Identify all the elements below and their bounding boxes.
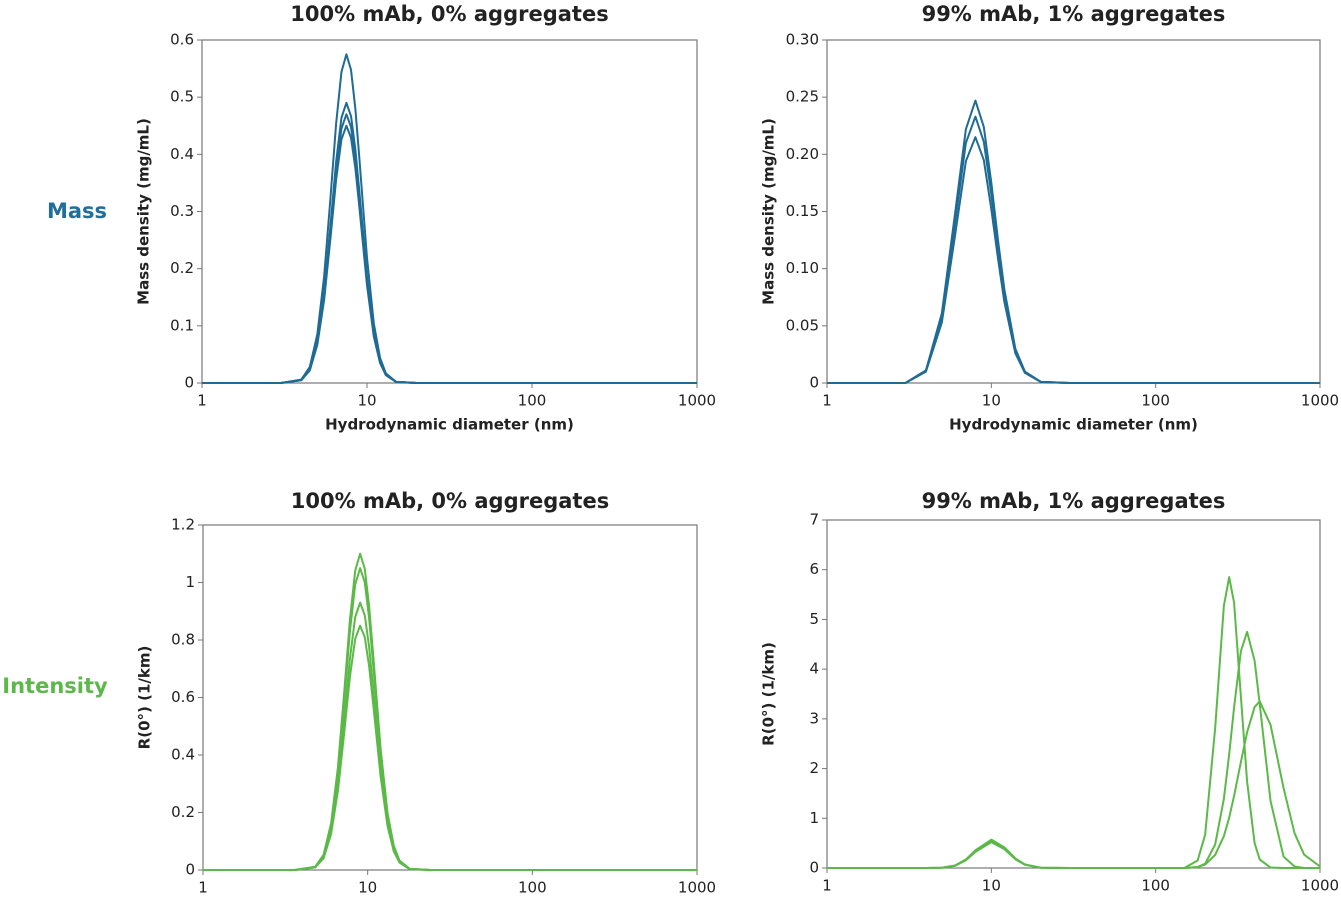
series-line (202, 53, 697, 384)
row-label: Mass (47, 199, 107, 223)
chart-title: 100% mAb, 0% aggregates (291, 489, 609, 513)
y-axis-label: Mass density (mg/mL) (135, 118, 153, 305)
series-line (202, 124, 697, 384)
plot-frame (826, 519, 1321, 869)
x-tick-label: 1 (822, 877, 832, 895)
y-axis-label: R(0°) (1/km) (760, 642, 778, 746)
x-tick-label: 1 (822, 392, 832, 410)
series-line (203, 601, 697, 871)
y-tick-label: 6 (809, 560, 819, 578)
y-tick-label: 1 (185, 573, 195, 591)
y-tick-label: 0.15 (786, 202, 819, 220)
series-line (827, 630, 1320, 869)
series-line (827, 136, 1320, 384)
chart-title: 99% mAb, 1% aggregates (922, 2, 1226, 26)
x-tick-label: 100 (1141, 877, 1170, 895)
row-label: Intensity (2, 674, 108, 698)
x-tick-label: 1000 (678, 879, 716, 897)
y-tick-label: 7 (809, 511, 819, 529)
series-line (202, 101, 697, 384)
x-axis-label: Hydrodynamic diameter (nm) (949, 416, 1198, 434)
x-axis-label: Hydrodynamic diameter (nm) (325, 416, 574, 434)
x-tick-label: 100 (518, 392, 547, 410)
x-tick-label: 1 (198, 879, 208, 897)
series-line (827, 576, 1320, 869)
y-tick-label: 0 (809, 374, 819, 392)
y-tick-label: 0.3 (170, 202, 194, 220)
x-tick-label: 100 (1141, 392, 1170, 410)
x-tick-label: 1000 (678, 392, 716, 410)
y-tick-label: 0 (184, 374, 194, 392)
y-tick-label: 0 (185, 861, 195, 879)
series-line (202, 113, 697, 384)
series-line (827, 115, 1320, 384)
x-tick-label: 1000 (1301, 392, 1339, 410)
y-tick-label: 0.1 (170, 316, 194, 334)
series-line (827, 99, 1320, 384)
x-tick-label: 10 (982, 877, 1001, 895)
series-line (203, 567, 697, 871)
series-line (203, 552, 697, 871)
y-tick-label: 1.2 (171, 516, 195, 534)
y-tick-label: 0.25 (786, 88, 819, 106)
x-tick-label: 1000 (1301, 877, 1339, 895)
y-tick-label: 4 (809, 660, 819, 678)
y-tick-label: 0.8 (171, 631, 195, 649)
x-tick-label: 10 (358, 879, 377, 897)
series-line (203, 624, 697, 871)
x-tick-label: 1 (197, 392, 207, 410)
y-tick-label: 0.4 (170, 145, 194, 163)
y-tick-label: 0.20 (786, 145, 819, 163)
y-tick-label: 2 (809, 759, 819, 777)
y-tick-label: 0.2 (171, 803, 195, 821)
chart-title: 100% mAb, 0% aggregates (290, 2, 608, 26)
y-axis-label: Mass density (mg/mL) (760, 118, 778, 305)
y-tick-label: 0.05 (786, 316, 819, 334)
plot-frame (202, 524, 698, 871)
y-tick-label: 0.30 (786, 31, 819, 49)
chart-title: 99% mAb, 1% aggregates (922, 489, 1226, 513)
plot-frame (826, 39, 1321, 384)
y-tick-label: 0.6 (170, 31, 194, 49)
y-tick-label: 0 (809, 859, 819, 877)
y-tick-label: 0.4 (171, 746, 195, 764)
y-tick-label: 5 (809, 610, 819, 628)
plot-frame (201, 39, 698, 384)
y-tick-label: 3 (809, 709, 819, 727)
x-tick-label: 100 (518, 879, 547, 897)
x-tick-label: 10 (982, 392, 1001, 410)
series-line (827, 700, 1321, 869)
x-tick-label: 10 (357, 392, 376, 410)
y-tick-label: 0.10 (786, 259, 819, 277)
y-tick-label: 0.2 (170, 259, 194, 277)
y-axis-label: R(0°) (1/km) (136, 646, 154, 750)
y-tick-label: 1 (809, 809, 819, 827)
y-tick-label: 0.6 (171, 688, 195, 706)
y-tick-label: 0.5 (170, 88, 194, 106)
